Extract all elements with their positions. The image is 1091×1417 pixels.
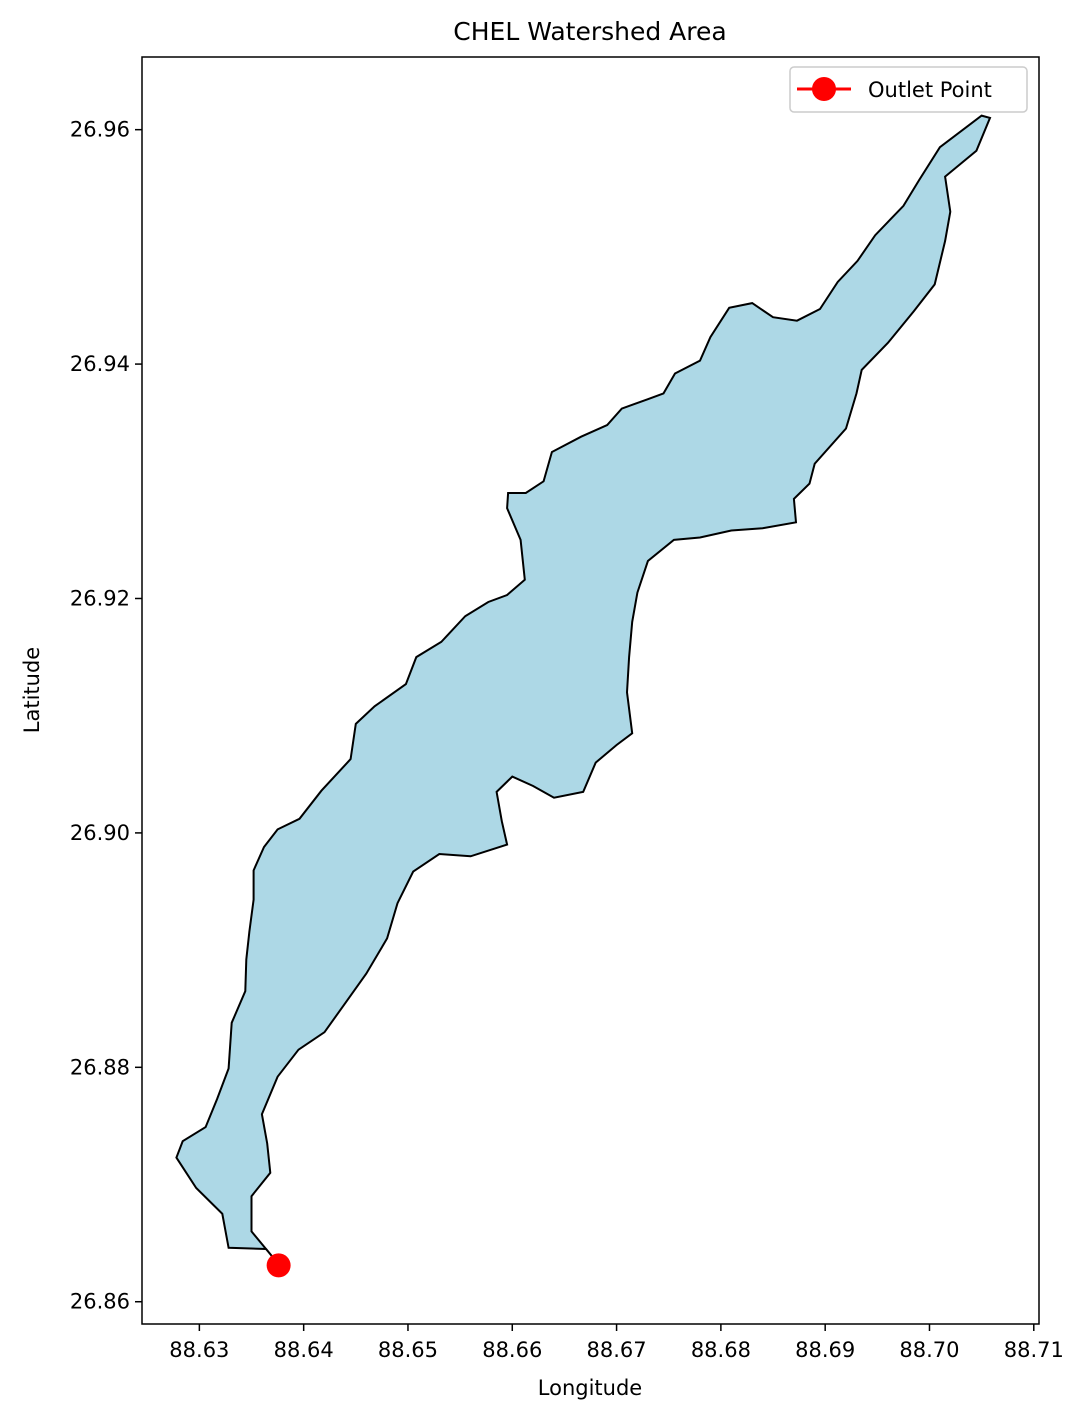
- outlet-layer: [266, 1253, 291, 1278]
- x-axis-label: Longitude: [538, 1376, 642, 1400]
- outlet-point-marker: [266, 1253, 291, 1278]
- y-tick-label: 26.92: [70, 586, 130, 610]
- axes-frame: [141, 56, 1040, 1325]
- x-tick-label: 88.71: [1004, 1338, 1064, 1362]
- y-tick-label: 26.88: [70, 1055, 130, 1079]
- x-tick-label: 88.64: [274, 1338, 334, 1362]
- plot-area: [141, 56, 1040, 1325]
- legend-outlet-label: Outlet Point: [868, 78, 992, 102]
- x-tick-label: 88.67: [587, 1338, 647, 1362]
- x-tick-label: 88.68: [691, 1338, 751, 1362]
- y-axis-ticks: 26.86 26.88 26.90 26.92 26.94 26.96: [70, 118, 142, 1314]
- y-tick-label: 26.96: [70, 118, 130, 142]
- y-axis-label: Latitude: [20, 647, 44, 733]
- y-tick-label: 26.94: [70, 352, 130, 376]
- watershed-polygon: [175, 114, 992, 1265]
- legend: Outlet Point: [789, 66, 1028, 113]
- legend-box: [789, 66, 1028, 113]
- x-tick-label: 88.70: [899, 1338, 959, 1362]
- legend-outlet-marker: [812, 77, 836, 101]
- y-tick-label: 26.86: [70, 1290, 130, 1314]
- x-tick-label: 88.65: [378, 1338, 438, 1362]
- y-tick-label: 26.90: [70, 821, 130, 845]
- chart-title: CHEL Watershed Area: [453, 17, 726, 46]
- x-axis-ticks: 88.63 88.64 88.65 88.66 88.67 88.68 88.69 88.70…: [169, 1324, 1064, 1362]
- x-tick-label: 88.69: [795, 1338, 855, 1362]
- x-tick-label: 88.63: [169, 1338, 229, 1362]
- x-tick-label: 88.66: [482, 1338, 542, 1362]
